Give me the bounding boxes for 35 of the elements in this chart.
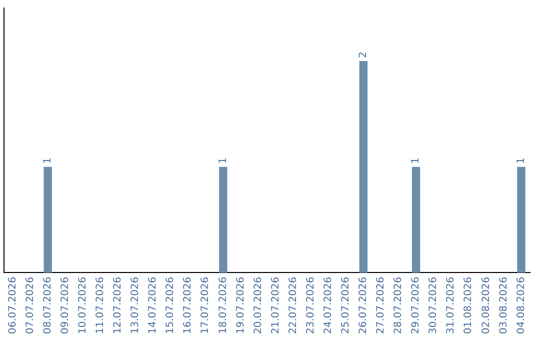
data-label: 1: [218, 157, 229, 164]
x-tick-label: 27.07.2026: [376, 276, 387, 334]
x-tick-label: 10.07.2026: [77, 276, 88, 334]
x-tick-label: 19.07.2026: [235, 276, 246, 334]
x-tick-label: 13.07.2026: [130, 276, 142, 334]
x-tick-label: 18.07.2026: [218, 276, 229, 334]
x-tick-label: 17.07.2026: [200, 276, 212, 334]
x-tick-label: 02.08.2026: [480, 276, 492, 334]
x-tick-label: 25.07.2026: [340, 276, 352, 334]
x-tick-label: 07.07.2026: [24, 276, 36, 334]
x-tick-label: 31.07.2026: [446, 276, 457, 334]
x-tick-label: 08.07.2026: [42, 276, 54, 334]
x-tick-label: 20.07.2026: [252, 276, 264, 334]
x-tick-label: 01.08.2026: [463, 276, 474, 334]
x-tick-label: 24.07.2026: [322, 276, 334, 334]
x-tick-label: 29.07.2026: [410, 276, 422, 334]
x-tick-label: 12.07.2026: [112, 276, 124, 334]
x-tick-label: 30.07.2026: [428, 276, 440, 334]
x-tick-label: 26.07.2026: [358, 276, 370, 334]
data-label: 1: [516, 157, 527, 164]
x-tick-label: 03.08.2026: [498, 276, 510, 334]
x-tick-label: 21.07.2026: [270, 276, 282, 334]
x-tick-label: 04.08.2026: [516, 276, 527, 334]
data-label: 2: [358, 52, 370, 58]
data-label: 1: [42, 157, 54, 164]
x-tick-label: 15.07.2026: [165, 276, 176, 334]
x-tick-label: 09.07.2026: [60, 276, 71, 334]
x-tick-label: 28.07.2026: [393, 276, 404, 334]
x-tick-label: 06.07.2026: [7, 276, 18, 334]
x-tick-label: 11.07.2026: [95, 276, 106, 334]
x-tick-label: 14.07.2026: [148, 276, 159, 334]
x-tick-label: 22.07.2026: [288, 276, 299, 334]
x-tick-label: 23.07.2026: [305, 276, 316, 334]
data-label: 1: [410, 157, 422, 164]
x-tick-label: 16.07.2026: [182, 276, 194, 334]
